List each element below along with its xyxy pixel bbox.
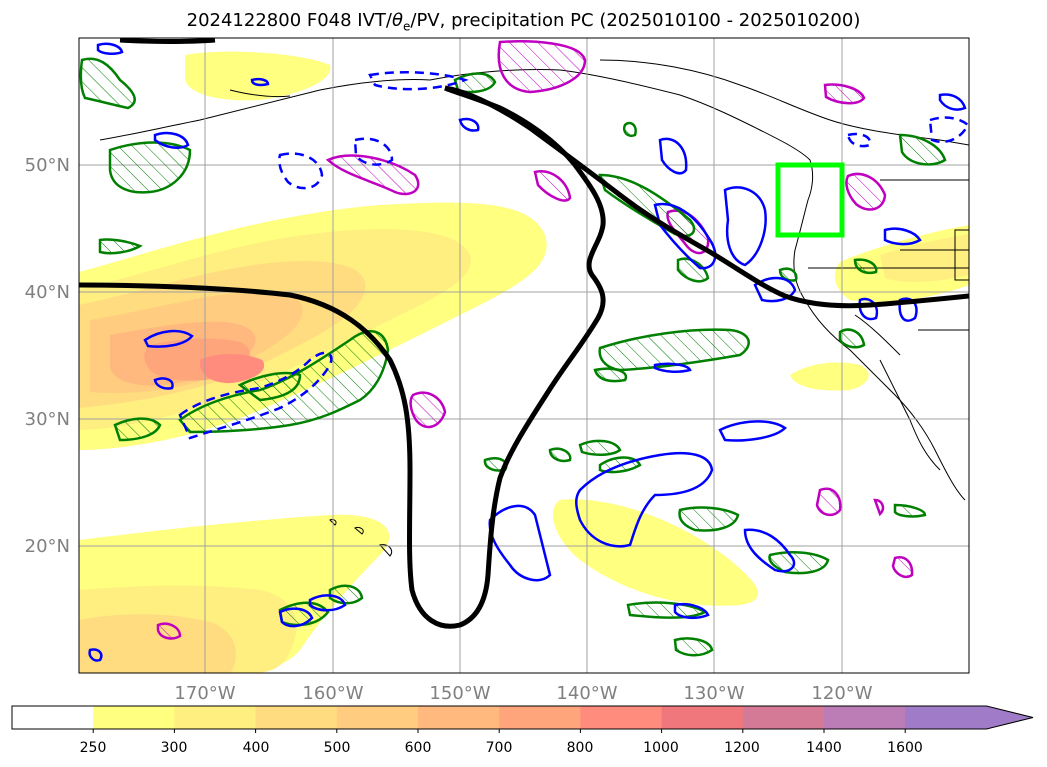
colorbar-segment [905, 706, 987, 729]
map-frame [78, 37, 970, 674]
title-suffix: /PV, precipitation PC (2025010100 - 2025… [410, 10, 861, 31]
figure-title: 2024122800 F048 IVT/θe/PV, precipitation… [0, 10, 1047, 34]
colorbar-tick-label: 400 [243, 740, 270, 756]
colorbar [11, 705, 1034, 733]
ivt-shading [79, 51, 969, 673]
pc-negative-dashed-contours [178, 71, 969, 440]
highlight-region-box [775, 162, 845, 238]
colorbar-tick-label: 500 [324, 740, 351, 756]
colorbar-tick-label: 600 [405, 740, 432, 756]
colorbar-tick-label: 1000 [643, 740, 679, 756]
colorbar-tick-label: 300 [161, 740, 188, 756]
coastlines [99, 59, 969, 557]
colorbar-tick-label: 1200 [724, 740, 760, 756]
lat-label: 20°N [25, 536, 70, 557]
lon-label: 170°W [174, 683, 235, 704]
lat-label: 30°N [25, 409, 70, 430]
colorbar-segment [499, 706, 581, 729]
pc-positive-contours [79, 57, 947, 657]
lon-label: 130°W [683, 683, 744, 704]
colorbar-tick-label: 250 [80, 740, 107, 756]
lat-label: 40°N [25, 282, 70, 303]
pc-negative-contours [88, 42, 967, 662]
colorbar-segment [661, 706, 744, 729]
lat-label: 50°N [25, 155, 70, 176]
colorbar-extend-arrow [986, 706, 1033, 729]
colorbar-segment [255, 706, 338, 729]
ivt-contour [79, 38, 969, 629]
title-theta-subscript: e [403, 19, 411, 34]
colorbar-segment [12, 706, 94, 729]
colorbar-segment [336, 706, 419, 729]
title-prefix: 2024122800 F048 IVT/ [186, 10, 392, 31]
lon-label: 150°W [429, 683, 490, 704]
lon-label: 160°W [302, 683, 363, 704]
colorbar-tick-label: 800 [567, 740, 594, 756]
title-theta: θ [391, 10, 403, 31]
colorbar-segment [580, 706, 663, 729]
colorbar-segment [418, 706, 500, 729]
colorbar-segment [742, 706, 825, 729]
colorbar-segment [93, 706, 175, 729]
longitude-labels: 170°W 160°W 150°W 140°W 130°W 120°W [174, 683, 872, 704]
lon-label: 120°W [811, 683, 872, 704]
colorbar-outline [11, 705, 1034, 730]
colorbar-tick-label: 1600 [887, 740, 923, 756]
latitude-labels: 50°N 40°N 30°N 20°N [25, 155, 70, 557]
colorbar-tick-label: 700 [486, 740, 513, 756]
colorbar-tick-label: 1400 [806, 740, 842, 756]
colorbar-tick-labels: 250 300 400 500 600 700 800 1000 1200 14… [80, 740, 923, 756]
lon-label: 140°W [556, 683, 617, 704]
colorbar-segment [824, 706, 906, 729]
colorbar-segment [174, 706, 257, 729]
map-area [79, 38, 969, 673]
